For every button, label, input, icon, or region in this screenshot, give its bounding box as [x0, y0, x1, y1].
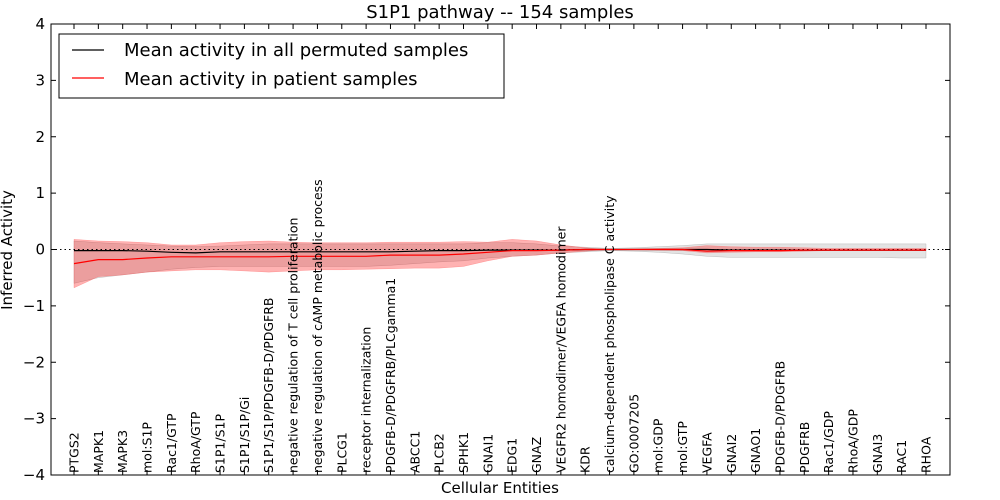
category-label: MAPK1: [91, 430, 106, 473]
category-label: VEGFA: [699, 432, 714, 473]
y-axis-title: Inferred Activity: [0, 190, 16, 310]
category-label: RhoA/GTP: [188, 411, 203, 473]
category-label: GNAI2: [724, 434, 739, 473]
x-axis-title: Cellular Entities: [441, 479, 559, 497]
y-tick-label: 2: [35, 128, 45, 146]
category-label: Rac1/GDP: [821, 411, 836, 473]
category-label: VEGFR2 homodimer/VEGFA homodimer: [553, 226, 568, 473]
category-label: EDG1: [505, 438, 520, 473]
category-label: Rac1/GTP: [164, 413, 179, 473]
y-tick-label: 3: [35, 71, 45, 89]
y-tick-label: −1: [23, 297, 45, 315]
y-tick-label: −4: [23, 466, 45, 484]
category-label: S1P1/S1P: [213, 414, 228, 473]
category-label: negative regulation of cAMP metabolic pr…: [310, 179, 325, 473]
y-tick-label: 0: [35, 241, 45, 259]
plot-area: [51, 239, 950, 289]
category-label: PDGFRB: [797, 422, 812, 473]
category-label: MAPK3: [115, 430, 130, 473]
category-label: S1P1/S1P/Gi: [237, 397, 252, 473]
category-labels: PTGS2 MAPK1 MAPK3 mol:S1P Rac1/GTP RhoA/GTP S1…: [67, 179, 934, 473]
category-label: GNAO1: [748, 428, 763, 473]
y-tick-label: −3: [23, 410, 45, 428]
category-label: PDGFB-D/PDGFRB/PLCgamma1: [383, 278, 398, 473]
series-line-patient: [73, 248, 926, 265]
category-label: RhoA/GDP: [846, 409, 861, 473]
category-label: KDR: [578, 446, 593, 473]
chart-title: S1P1 pathway -- 154 samples: [366, 2, 634, 23]
category-label: mol:S1P: [140, 422, 155, 473]
axes: 4 3 2 1 0 −1 −2 −3 −4: [23, 15, 951, 484]
category-label: GNAI3: [870, 434, 885, 473]
category-label: GNAZ: [529, 437, 544, 473]
category-label: PLCG1: [334, 432, 349, 473]
category-label: RHOA: [919, 436, 934, 473]
category-label: negative regulation of T cell proliferat…: [286, 218, 301, 473]
y-tick-label: 4: [35, 15, 45, 33]
category-label: ABCC1: [407, 431, 422, 473]
category-label: S1P1/S1P/PDGFB-D/PDGFRB: [261, 298, 276, 474]
category-label: mol:GDP: [651, 418, 666, 473]
category-label: GNAI1: [480, 434, 495, 473]
legend-label-patient: Mean activity in patient samples: [124, 69, 418, 90]
category-label: mol:GTP: [675, 421, 690, 473]
legend: Mean activity in all permuted samples Me…: [58, 33, 505, 99]
category-label: calcium-dependent phospholipase C activi…: [602, 195, 617, 473]
category-label: PDGFB-D/PDGFRB: [772, 361, 787, 473]
category-label: RAC1: [894, 440, 909, 473]
y-tick-label: −2: [23, 353, 45, 371]
legend-label-permuted: Mean activity in all permuted samples: [124, 40, 468, 61]
category-label: PLCB2: [432, 433, 447, 473]
y-tick-label: 1: [35, 184, 45, 202]
category-label: SPHK1: [456, 432, 471, 473]
legend-box: [58, 33, 505, 99]
category-label: GO:0007205: [626, 394, 641, 473]
category-label: receptor internalization: [359, 327, 374, 473]
category-label: PTGS2: [67, 432, 82, 473]
